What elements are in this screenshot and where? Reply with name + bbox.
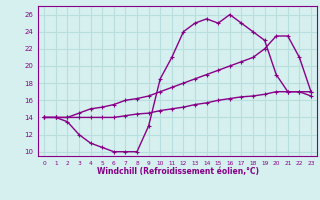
X-axis label: Windchill (Refroidissement éolien,°C): Windchill (Refroidissement éolien,°C) bbox=[97, 167, 259, 176]
